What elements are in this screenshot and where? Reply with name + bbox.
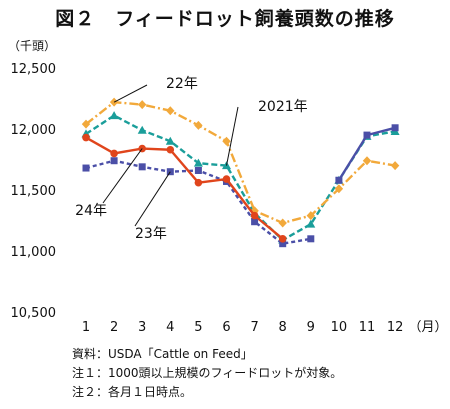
data-point <box>110 149 118 158</box>
data-point <box>165 136 175 145</box>
series-label: 2021年 <box>258 99 308 115</box>
data-point <box>166 106 175 116</box>
data-point <box>390 161 400 171</box>
data-point <box>307 235 315 243</box>
data-point <box>138 163 146 171</box>
x-tick-label: 10 <box>331 320 348 335</box>
x-tick-label: 3 <box>138 320 146 335</box>
x-tick-label: 2 <box>110 320 118 335</box>
data-point <box>110 157 118 165</box>
x-axis-unit-label: （月） <box>408 320 447 335</box>
data-point <box>362 156 372 166</box>
data-point <box>363 131 371 139</box>
data-point <box>334 184 344 194</box>
data-point <box>250 211 259 220</box>
x-tick-label: 5 <box>194 320 202 335</box>
annotation-leader-line <box>113 84 148 103</box>
data-point <box>166 145 175 154</box>
data-point <box>306 219 316 228</box>
data-point <box>222 175 231 183</box>
series-label: 23年 <box>135 226 167 242</box>
annotation-leader-line <box>134 171 171 227</box>
annotation-leader-line <box>226 106 239 166</box>
chart-notes: 資料：USDA「Cattle on Feed」 注１：1000頭以上規模のフィー… <box>72 345 342 402</box>
y-tick-label: 11,500 <box>11 184 57 199</box>
y-tick-label: 12,500 <box>11 62 57 77</box>
y-tick-label: 10,500 <box>11 306 57 321</box>
data-point <box>82 164 90 172</box>
data-point <box>391 124 399 132</box>
series-label: 24年 <box>75 203 107 219</box>
data-point <box>81 119 91 129</box>
series-label: 22年 <box>166 76 198 92</box>
data-point <box>278 235 287 243</box>
note-2: 注２：各月１日時点。 <box>72 385 193 399</box>
x-tick-label: 9 <box>307 320 315 335</box>
x-tick-label: 1 <box>82 320 90 335</box>
x-tick-label: 6 <box>222 320 230 335</box>
y-tick-label: 11,000 <box>11 245 57 260</box>
x-tick-label: 11 <box>359 320 376 335</box>
data-point <box>335 176 343 184</box>
data-point <box>222 136 231 146</box>
data-point <box>82 133 90 142</box>
series-line <box>85 100 396 225</box>
x-tick-label: 8 <box>279 320 287 335</box>
data-point <box>138 100 147 110</box>
data-point <box>306 211 315 221</box>
data-point <box>109 111 119 120</box>
data-point <box>194 166 202 174</box>
series-line <box>85 136 284 240</box>
note-1: 注１：1000頭以上規模のフィードロットが対象。 <box>72 366 343 380</box>
y-tick-label: 12,000 <box>11 123 57 138</box>
data-point <box>278 218 287 228</box>
data-point <box>137 125 147 134</box>
x-tick-label: 4 <box>166 320 174 335</box>
x-tick-label: 12 <box>387 320 404 335</box>
note-source: 資料：USDA「Cattle on Feed」 <box>72 347 253 361</box>
annotation-leader-line <box>102 148 143 204</box>
data-point <box>193 158 203 167</box>
y-axis-unit-label: （千頭） <box>8 39 57 53</box>
chart-title: 図２ フィードロット飼養頭数の推移 <box>55 8 395 30</box>
data-point <box>279 240 287 248</box>
data-point <box>194 178 203 187</box>
data-point <box>194 120 203 130</box>
data-point <box>251 218 259 226</box>
x-tick-label: 7 <box>250 320 258 335</box>
